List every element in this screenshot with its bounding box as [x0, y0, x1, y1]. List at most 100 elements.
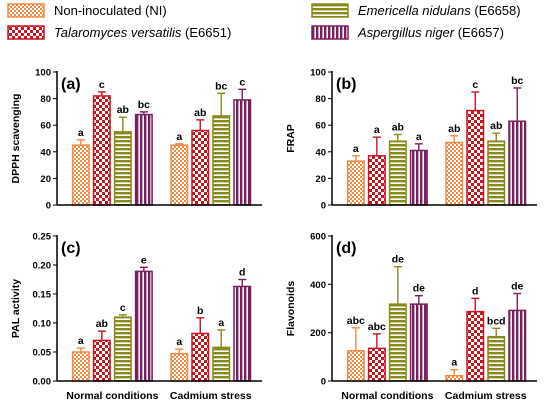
significance-letter: a — [353, 143, 359, 155]
bar-ni-normal — [346, 160, 365, 206]
bar-e6651-normal — [367, 155, 386, 206]
significance-letter: c — [120, 302, 126, 314]
y-tick-label: 0 — [46, 201, 51, 212]
error-bar — [393, 133, 402, 142]
bar-e6658-cadmium — [212, 115, 231, 206]
y-tick-label: 40 — [315, 147, 326, 158]
significance-letter: ab — [194, 107, 206, 119]
significance-letter: d — [239, 267, 245, 279]
error-bar — [492, 327, 501, 337]
y-tick-label: 0.20 — [33, 261, 52, 272]
bar-e6651-normal — [367, 347, 386, 382]
y-axis-label: Flavonoids — [285, 281, 297, 337]
error-bar — [393, 265, 402, 305]
error-bar — [217, 329, 226, 348]
significance-letter: a — [78, 335, 84, 347]
error-bar — [76, 347, 85, 352]
legend-label: Non-inoculated (NI) — [54, 3, 167, 18]
y-tick-label: 60 — [315, 121, 326, 132]
significance-letter: ab — [117, 104, 129, 116]
bar-e6651-normal — [92, 339, 111, 382]
significance-letter: c — [99, 79, 105, 91]
y-tick-label: 200 — [310, 328, 326, 339]
legend-swatch — [7, 3, 45, 18]
y-tick-label: 60 — [40, 121, 51, 132]
error-bar — [414, 143, 423, 151]
legend-item-ni: Non-inoculated (NI) — [7, 3, 167, 18]
y-tick-label: 20 — [315, 174, 326, 185]
y-tick-label: 0 — [321, 201, 326, 212]
error-bar — [351, 327, 360, 351]
significance-letter: ab — [96, 318, 108, 330]
bar-e6651-cadmium — [466, 109, 485, 206]
y-tick-label: 80 — [315, 94, 326, 105]
bar-ni-cadmium — [170, 144, 189, 206]
significance-letter: c — [472, 79, 478, 91]
x-category-label: Normal conditions — [341, 390, 433, 402]
legend-label: Emericella nidulans (E6658) — [358, 3, 521, 18]
significance-letter: de — [392, 254, 404, 266]
bar-ni-cadmium — [170, 352, 189, 382]
error-bar — [513, 87, 522, 122]
error-bar — [238, 278, 247, 287]
bar-e6651-cadmium — [191, 332, 210, 382]
significance-letter: ab — [490, 120, 502, 132]
significance-letter: bcd — [487, 315, 506, 327]
panel-label: (d) — [336, 240, 356, 257]
panel-label: (b) — [336, 76, 356, 93]
error-bar — [450, 135, 459, 143]
y-axis-label: DPPH scavenging — [10, 94, 22, 184]
bar-e6658-cadmium — [487, 140, 506, 206]
significance-letter: a — [416, 131, 422, 143]
significance-letter: de — [413, 283, 425, 295]
bar-e6657-normal — [409, 303, 428, 382]
error-bar — [238, 88, 247, 100]
bar-e6657-cadmium — [233, 99, 252, 206]
significance-letter: a — [78, 127, 84, 139]
legend-item-e6658: Emericella nidulans (E6658) — [311, 3, 521, 18]
bar-ni-cadmium — [445, 374, 464, 382]
y-tick-label: 100 — [35, 68, 51, 79]
error-bar — [414, 294, 423, 305]
y-tick-label: 400 — [310, 280, 326, 291]
bar-e6658-normal — [388, 303, 407, 382]
error-bar — [196, 119, 205, 131]
error-bar — [118, 116, 127, 132]
legend-item-e6651: Talaromyces versatilis (E6651) — [7, 25, 231, 40]
error-bar — [139, 111, 148, 115]
significance-letter: b — [197, 305, 203, 317]
significance-letter: a — [451, 357, 457, 369]
error-bar — [372, 333, 381, 349]
y-tick-label: 40 — [40, 147, 51, 158]
y-tick-label: 0.00 — [33, 377, 52, 388]
bar-e6657-cadmium — [508, 120, 527, 206]
bar-e6651-cadmium — [191, 129, 210, 206]
bar-e6651-normal — [92, 95, 111, 206]
error-bar — [450, 368, 459, 376]
significance-letter: a — [218, 317, 224, 329]
error-bar — [118, 314, 127, 318]
panel-label: (a) — [61, 76, 81, 93]
bar-ni-normal — [346, 350, 365, 382]
bar-e6657-cadmium — [508, 309, 527, 382]
error-bar — [97, 91, 106, 96]
bar-e6658-cadmium — [487, 336, 506, 382]
bar-e6658-normal — [113, 316, 132, 382]
significance-letter: a — [374, 124, 380, 136]
bar-ni-normal — [71, 351, 90, 382]
error-bar — [471, 91, 480, 111]
error-bar — [139, 266, 148, 272]
legend-item-e6657: Aspergillus niger (E6657) — [311, 25, 504, 40]
bar-e6657-normal — [134, 113, 153, 206]
bar-e6657-cadmium — [233, 285, 252, 382]
panel-label: (c) — [61, 240, 81, 257]
x-category-label: Cadmium stress — [445, 390, 527, 402]
significance-letter: e — [141, 254, 147, 266]
significance-letter: bc — [511, 75, 523, 87]
y-tick-label: 100 — [310, 68, 326, 79]
legend-swatch — [311, 3, 349, 18]
